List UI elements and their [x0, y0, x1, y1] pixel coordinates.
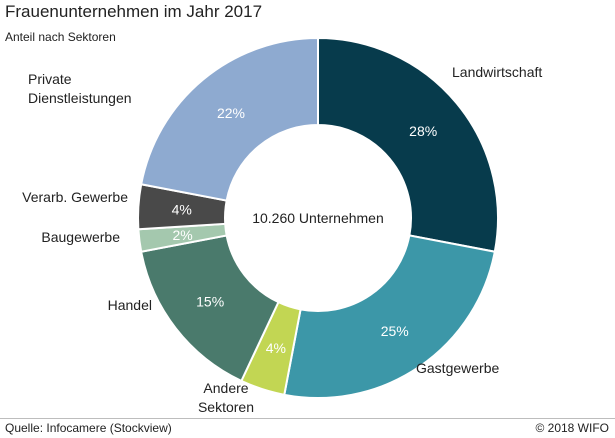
- copyright-note: © 2018 WIFO: [535, 421, 609, 435]
- value-label-andere-sektoren: 4%: [266, 340, 286, 356]
- category-label-andere-sektoren: Andere Sektoren: [198, 380, 254, 415]
- value-label-private-dienstleistungen: 22%: [217, 105, 245, 121]
- category-label-baugewerbe: Baugewerbe: [41, 229, 120, 245]
- slice-handel: [140, 234, 280, 383]
- center-label: 10.260 Unternehmen: [252, 210, 384, 226]
- donut-chart: 28% Landwirtschaft 25% Gastgewerbe 4% Andere S…: [22, 36, 542, 415]
- value-label-gastgewerbe: 25%: [381, 323, 409, 339]
- footer-divider: [0, 418, 615, 419]
- source-note: Quelle: Infocamere (Stockview): [5, 421, 172, 435]
- value-label-baugewerbe: 2%: [172, 227, 192, 243]
- value-label-verarb-gewerbe: 4%: [172, 201, 192, 217]
- slice-gastgewerbe: [283, 234, 496, 399]
- value-label-landwirtschaft: 28%: [409, 123, 437, 139]
- chart-subtitle: Anteil nach Sektoren: [5, 30, 116, 44]
- category-label-private-dienstleistungen: Private Dienstleistungen: [28, 71, 132, 106]
- category-label-gastgewerbe: Gastgewerbe: [416, 360, 499, 376]
- chart-title: Frauenunternehmen im Jahr 2017: [5, 2, 263, 21]
- value-label-handel: 15%: [196, 294, 224, 310]
- category-label-verarb-gewerbe: Verarb. Gewerbe: [22, 189, 128, 205]
- slice-landwirtschaft: [317, 36, 499, 253]
- slice-private-dienstleistungen: [140, 36, 319, 202]
- category-label-handel: Handel: [108, 297, 152, 313]
- category-label-landwirtschaft: Landwirtschaft: [452, 64, 542, 80]
